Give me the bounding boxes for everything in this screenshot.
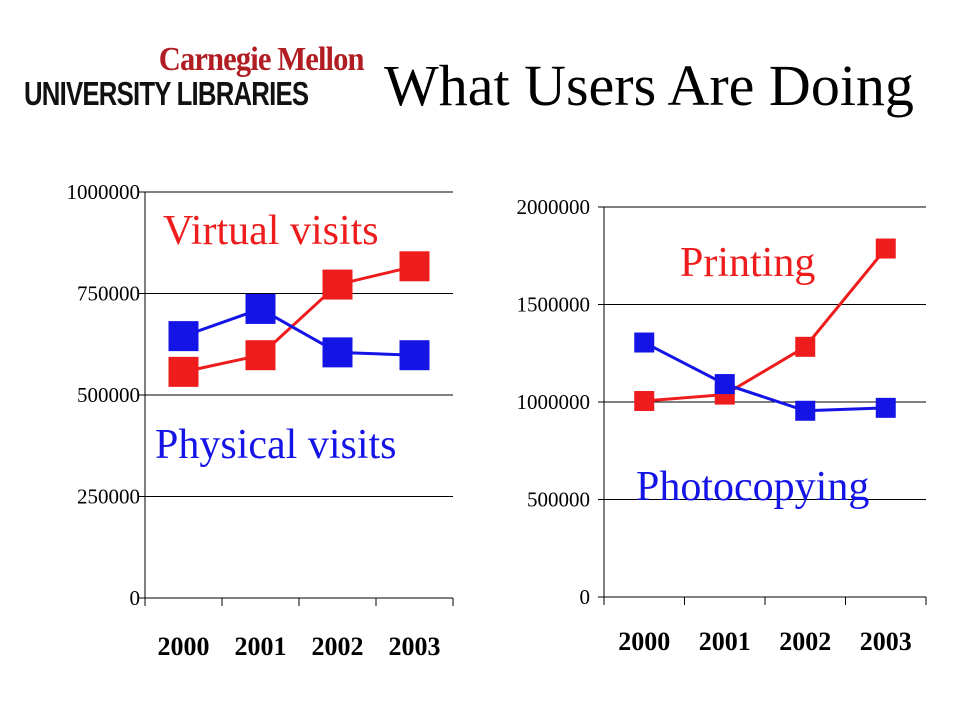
series-line [183, 307, 415, 357]
data-point [714, 374, 735, 395]
y-tick-label: 250000 [77, 485, 140, 509]
series-label: Physical visits [155, 422, 397, 468]
data-point [875, 397, 896, 418]
y-tick-label: 1000000 [67, 180, 141, 204]
data-point [322, 337, 353, 368]
data-point [875, 238, 896, 259]
data-point [168, 321, 199, 352]
y-tick-label: 1500000 [517, 293, 591, 317]
slide-title: What Users Are Doing [384, 53, 914, 118]
y-tick-label: 2000000 [517, 195, 591, 219]
data-point [245, 293, 276, 324]
data-point [399, 251, 430, 282]
data-point [634, 332, 655, 353]
data-point [795, 400, 816, 421]
series-label: Printing [680, 240, 815, 286]
series-label: Photocopying [636, 464, 869, 510]
x-category-label: 2000 [618, 627, 670, 656]
data-point [795, 336, 816, 357]
x-category-label: 2000 [158, 632, 210, 661]
y-tick-label: 1000000 [517, 390, 591, 414]
y-tick-label: 0 [580, 585, 591, 609]
logo-line-university-libraries: UNIVERSITY LIBRARIES [24, 75, 309, 112]
cmu-libraries-logo: Carnegie Mellon UNIVERSITY LIBRARIES [24, 41, 365, 114]
x-category-label: 2002 [779, 627, 831, 656]
data-point [322, 269, 353, 300]
logo-line-carnegie-mellon: Carnegie Mellon [159, 41, 365, 78]
y-tick-label: 500000 [527, 488, 590, 512]
x-category-label: 2003 [389, 632, 441, 661]
data-point [245, 340, 276, 371]
series-line [643, 341, 886, 413]
x-category-label: 2002 [312, 632, 364, 661]
x-category-label: 2003 [860, 627, 912, 656]
data-point [168, 356, 199, 387]
series-line [644, 247, 887, 403]
y-tick-label: 0 [130, 586, 141, 610]
y-tick-label: 750000 [77, 282, 140, 306]
data-point [634, 391, 655, 412]
data-point [399, 340, 430, 371]
x-category-label: 2001 [699, 627, 751, 656]
series-label: Virtual visits [163, 208, 379, 254]
y-tick-label: 500000 [77, 383, 140, 407]
series-line [183, 264, 415, 374]
x-category-label: 2001 [235, 632, 287, 661]
